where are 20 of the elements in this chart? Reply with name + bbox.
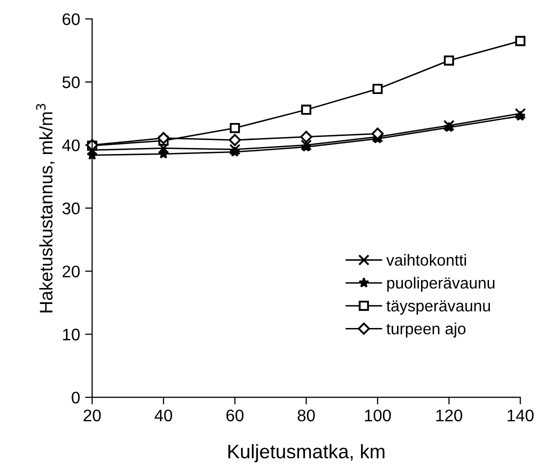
y-tick-label: 0 — [72, 392, 80, 404]
y-tick-label: 40 — [62, 139, 80, 152]
legend-label: täysperävaunu — [386, 300, 490, 315]
x-tick-label: 20 — [84, 410, 101, 422]
y-tick-label: 60 — [62, 13, 80, 26]
legend-label: vaihtokontti — [386, 254, 466, 266]
x-axis-title: Kuljetusmatka, km — [228, 444, 384, 462]
x-tick-label: 40 — [154, 410, 172, 422]
x-tick-label: 120 — [436, 410, 462, 422]
y-tick-label: 50 — [62, 76, 80, 88]
y-axis-title: Haketuskustannus, mk/m$^{3}$ — [36, 104, 55, 312]
x-tick-label: 100 — [364, 410, 391, 422]
x-tick-label: 140 — [508, 410, 534, 422]
legend-label: puoliperävaunu — [387, 276, 494, 292]
x-tick-label: 60 — [226, 410, 244, 422]
legend-label: turpeen ajo — [386, 322, 466, 338]
y-tick-label: 10 — [63, 328, 80, 340]
y-tick-label: 30 — [62, 202, 80, 214]
x-tick-label: 80 — [298, 410, 315, 422]
y-tick-label: 20 — [62, 266, 80, 278]
